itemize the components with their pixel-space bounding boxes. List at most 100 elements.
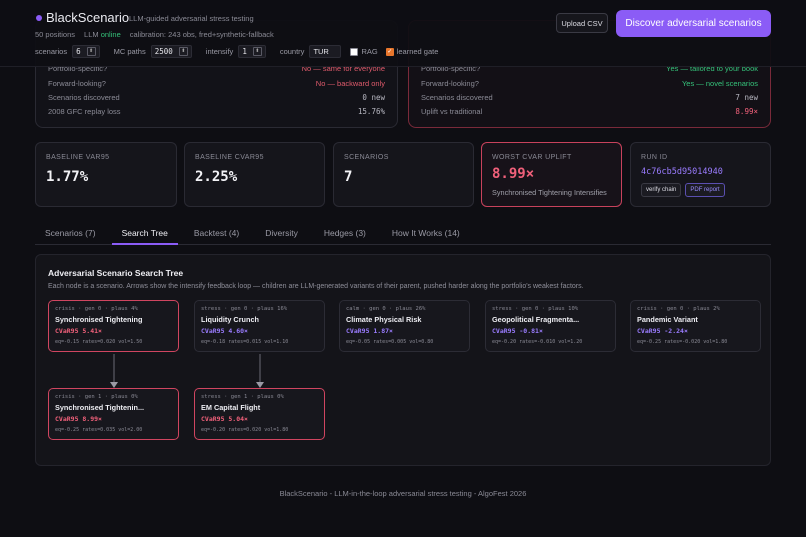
row-value: 15.76% xyxy=(357,107,385,116)
scenarios-count-card: SCENARIOS 7 xyxy=(333,142,474,207)
row-label: Scenarios discovered xyxy=(421,93,493,102)
stat-value: 2.25% xyxy=(195,169,238,185)
worst-cvar-uplift-card: WORST CVAR UPLIFT 8.99× Synchronised Tig… xyxy=(481,142,622,207)
verify-chain-button[interactable]: verify chain xyxy=(641,183,682,197)
node-meta: stress · gen 0 · plaus 10% xyxy=(492,306,579,312)
node-title: Liquidity Crunch xyxy=(201,315,259,324)
baseline-cvar-card: BASELINE CVAR95 2.25% xyxy=(184,142,325,207)
node-cvar: CVaR95 5.04× xyxy=(201,415,248,423)
node-title: Synchronised Tightenin... xyxy=(55,403,145,412)
positions-count: 50 positions xyxy=(35,30,76,39)
llm-status: LLM online xyxy=(84,30,121,39)
stat-value: 8.99× xyxy=(492,166,535,182)
node-factors: eq=-0.18 rates=0.015 vol=1.10 xyxy=(201,339,289,345)
status-meta: 50 positions LLM online calibration: 243… xyxy=(35,30,274,39)
comparison-row: Portfolio-specific? Yes — tailored to yo… xyxy=(421,64,758,73)
mc-paths-stepper[interactable]: 2500 ⬍ xyxy=(150,45,192,58)
tree-node[interactable]: stress · gen 1 · plaus 0% EM Capital Fli… xyxy=(194,388,325,440)
arrow-down-icon xyxy=(110,382,118,388)
intensify-value: 1 xyxy=(242,47,247,56)
country-input[interactable]: TUR xyxy=(309,45,342,58)
panel-title: Adversarial Scenario Search Tree xyxy=(48,268,184,278)
intensify-label: intensify xyxy=(205,47,234,56)
rag-label: RAG xyxy=(361,47,378,56)
result-tabs: Scenarios (7) Search Tree Backtest (4) D… xyxy=(35,222,771,245)
comparison-row: 2008 GFC replay loss 15.76% xyxy=(48,107,385,116)
app-header: BlackScenario LLM-guided adversarial str… xyxy=(0,0,806,67)
row-label: Forward-looking? xyxy=(421,79,479,88)
stat-value: 7 xyxy=(344,169,353,185)
stat-label: BASELINE CVAR95 xyxy=(195,154,264,161)
row-label: Portfolio-specific? xyxy=(421,64,481,73)
checkbox-checked-icon[interactable]: ✓ xyxy=(385,47,394,56)
tree-node[interactable]: crisis · gen 1 · plaus 0% Synchronised T… xyxy=(48,388,179,440)
search-tree-panel: Adversarial Scenario Search Tree Each no… xyxy=(35,254,771,466)
checkbox-empty-icon[interactable] xyxy=(350,47,359,56)
mc-paths-label: MC paths xyxy=(113,47,146,56)
row-value: 0 new xyxy=(362,93,385,102)
scenarios-value: 6 xyxy=(76,47,81,56)
tab-hedges[interactable]: Hedges (3) xyxy=(323,228,366,238)
country-label: country xyxy=(279,47,305,56)
spin-arrows-icon[interactable]: ⬍ xyxy=(86,47,96,56)
calibration-info: calibration: 243 obs, fred+synthetic-fal… xyxy=(129,30,274,39)
stat-label: SCENARIOS xyxy=(344,154,389,161)
tab-how-it-works[interactable]: How It Works (14) xyxy=(391,228,460,238)
tab-backtest[interactable]: Backtest (4) xyxy=(193,228,240,238)
tree-node[interactable]: crisis · gen 0 · plaus 4% Synchronised T… xyxy=(48,300,179,352)
app-title: BlackScenario xyxy=(46,10,130,25)
node-meta: crisis · gen 0 · plaus 4% xyxy=(55,306,138,312)
comparison-row: Scenarios discovered 7 new xyxy=(421,93,758,102)
row-label: 2008 GFC replay loss xyxy=(48,107,121,116)
stat-label: RUN ID xyxy=(641,154,668,161)
run-id-card: RUN ID 4c76cb5d95014940 verify chain PDF… xyxy=(630,142,771,207)
node-meta: crisis · gen 1 · plaus 0% xyxy=(55,394,138,400)
node-cvar: CVaR95 4.60× xyxy=(201,327,248,335)
run-actions: verify chain PDF report xyxy=(641,183,760,197)
brand-dot-icon xyxy=(36,15,42,21)
tab-search-tree[interactable]: Search Tree xyxy=(111,222,178,245)
tree-node[interactable]: stress · gen 0 · plaus 16% Liquidity Cru… xyxy=(194,300,325,352)
node-cvar: CVaR95 -0.81× xyxy=(492,327,543,335)
node-title: Geopolitical Fragmenta... xyxy=(492,315,580,324)
row-label: Portfolio-specific? xyxy=(48,64,108,73)
comparison-row: Portfolio-specific? No — same for everyo… xyxy=(48,64,385,73)
discover-scenarios-button[interactable]: Discover adversarial scenarios xyxy=(616,10,771,37)
stat-label: WORST CVAR UPLIFT xyxy=(492,154,572,161)
upload-csv-button[interactable]: Upload CSV xyxy=(556,13,608,33)
learned-gate-checkbox[interactable]: ✓ learned gate xyxy=(385,47,438,56)
row-label: Scenarios discovered xyxy=(48,93,120,102)
row-label: Forward-looking? xyxy=(48,79,106,88)
node-title: EM Capital Flight xyxy=(201,403,261,412)
tab-scenarios[interactable]: Scenarios (7) xyxy=(45,228,96,238)
comparison-row: Forward-looking? No — backward only xyxy=(48,79,385,88)
run-id-value: 4c76cb5d95014940 xyxy=(641,167,723,177)
rag-checkbox[interactable]: RAG xyxy=(350,47,378,56)
tree-node[interactable]: calm · gen 0 · plaus 26% Climate Physica… xyxy=(339,300,470,352)
node-factors: eq=-0.25 rates=0.035 vol=2.00 xyxy=(55,427,143,433)
scenarios-stepper[interactable]: 6 ⬍ xyxy=(72,45,100,58)
intensify-stepper[interactable]: 1 ⬍ xyxy=(238,45,266,58)
spin-arrows-icon[interactable]: ⬍ xyxy=(252,47,262,56)
tab-diversity[interactable]: Diversity xyxy=(265,228,298,238)
node-title: Pandemic Variant xyxy=(637,315,698,324)
row-value: No — same for everyone xyxy=(301,64,385,73)
node-factors: eq=-0.15 rates=0.020 vol=1.50 xyxy=(55,339,143,345)
node-meta: crisis · gen 0 · plaus 2% xyxy=(637,306,720,312)
tree-node[interactable]: stress · gen 0 · plaus 10% Geopolitical … xyxy=(485,300,616,352)
comparison-row: Uplift vs traditional 8.99× xyxy=(421,107,758,116)
node-meta: stress · gen 1 · plaus 0% xyxy=(201,394,284,400)
node-factors: eq=-0.20 rates=0.020 vol=1.80 xyxy=(201,427,289,433)
spin-arrows-icon[interactable]: ⬍ xyxy=(178,47,188,56)
tree-node[interactable]: crisis · gen 0 · plaus 2% Pandemic Varia… xyxy=(630,300,761,352)
comparison-row: Scenarios discovered 0 new xyxy=(48,93,385,102)
comparison-row: Forward-looking? Yes — novel scenarios xyxy=(421,79,758,88)
row-label: Uplift vs traditional xyxy=(421,107,483,116)
node-title: Climate Physical Risk xyxy=(346,315,422,324)
stat-value: 1.77% xyxy=(46,169,89,185)
mc-paths-value: 2500 xyxy=(154,47,173,56)
row-value: 8.99× xyxy=(735,107,758,116)
pdf-report-button[interactable]: PDF report xyxy=(685,183,725,197)
scenarios-label: scenarios xyxy=(35,47,68,56)
worst-scenario-name: Synchronised Tightening Intensifies xyxy=(492,188,607,197)
